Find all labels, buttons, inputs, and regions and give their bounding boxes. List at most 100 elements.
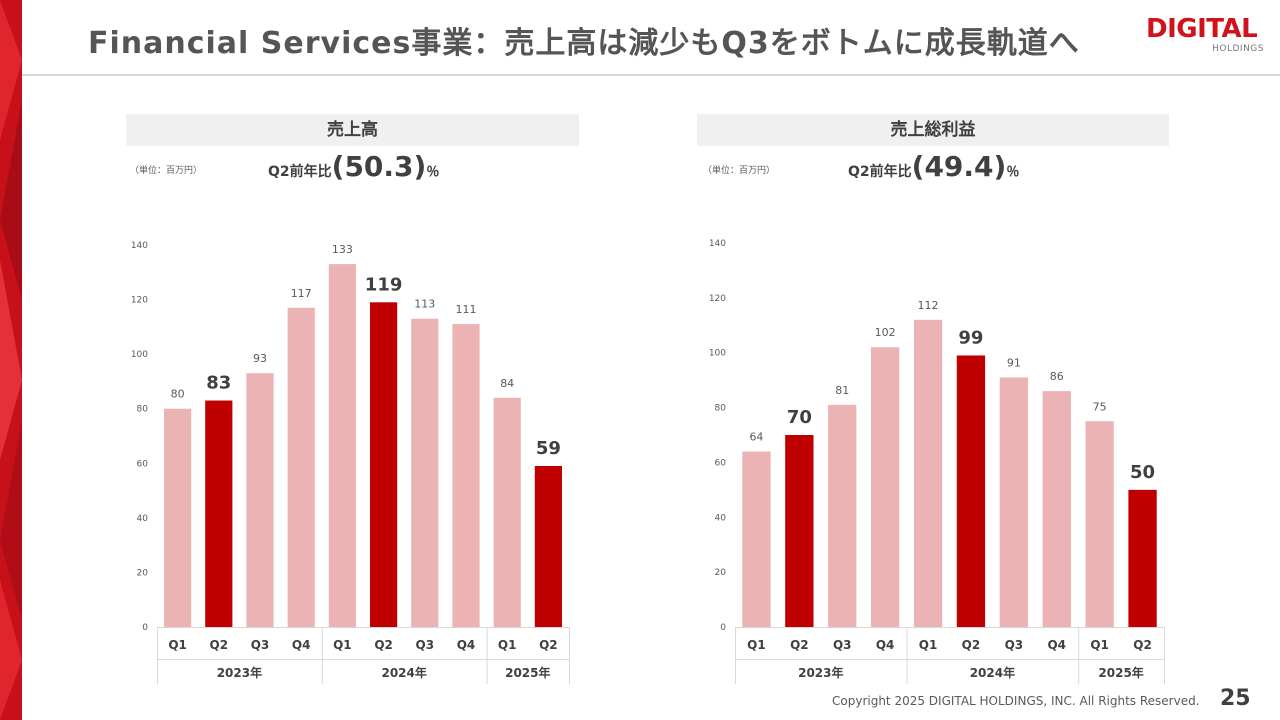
gross-profit-year-label: 2024年	[970, 665, 1015, 680]
sales-bar-value-label: 59	[536, 438, 561, 459]
gross-profit-quarter-label: Q2	[962, 638, 981, 652]
sales-quarter-label: Q2	[539, 638, 558, 652]
gross-profit-quarter-label: Q1	[919, 638, 938, 652]
gross-profit-bar-value-label: 50	[1130, 462, 1155, 483]
gross-profit-ytick-label: 80	[715, 404, 727, 414]
sales-bar-value-label: 80	[171, 388, 185, 401]
gross-profit-bar-value-label: 86	[1050, 370, 1064, 383]
sales-bar-value-label: 117	[291, 287, 312, 300]
gross-profit-bar-value-label: 91	[1007, 356, 1021, 369]
sales-bar	[246, 373, 274, 627]
decorative-red-band	[0, 0, 22, 720]
logo-wordmark: DIGITAL	[1146, 14, 1258, 44]
page-number: 25	[1220, 686, 1251, 711]
title-divider	[22, 74, 1280, 76]
sales-quarter-label: Q4	[457, 638, 476, 652]
logo-subtext: HOLDINGS	[1212, 44, 1264, 54]
sales-year-label: 2023年	[217, 665, 262, 680]
sales-bar-value-label: 113	[414, 298, 435, 311]
gross-profit-quarter-label: Q3	[1005, 638, 1024, 652]
sales-yoy-suffix: ％	[426, 165, 440, 180]
sales-chart-header: 売上高	[126, 114, 579, 146]
sales-bar	[411, 318, 439, 627]
company-logo: DIGITAL HOLDINGS	[1146, 14, 1266, 58]
gross-profit-bar-value-label: 64	[749, 430, 763, 443]
gross-profit-chart-header: 売上総利益	[697, 114, 1169, 146]
gross-profit-year-label: 2025年	[1098, 665, 1143, 680]
gross-profit-bar	[1042, 391, 1071, 627]
gross-profit-ytick-label: 0	[720, 623, 726, 633]
sales-bar-value-label: 93	[253, 352, 267, 365]
gross-profit-bar	[956, 355, 986, 627]
gross-profit-yoy-prefix: Q2前年比	[848, 164, 912, 180]
sales-bar	[493, 397, 521, 627]
gross-profit-yoy-suffix: ％	[1006, 165, 1020, 180]
sales-quarter-label: Q4	[292, 638, 311, 652]
sales-year-label: 2025年	[505, 665, 550, 680]
sales-bar	[452, 324, 480, 627]
sales-bar	[370, 302, 398, 627]
sales-bar-value-label: 133	[332, 243, 353, 256]
gross-profit-bar	[913, 319, 943, 627]
gross-profit-bar-value-label: 81	[835, 384, 849, 397]
sales-bar	[205, 400, 233, 627]
gross-profit-yoy: Q2前年比(49.4)％	[848, 150, 1019, 183]
gross-profit-unit-label: （単位：百万円）	[703, 166, 776, 176]
sales-bar	[328, 264, 356, 627]
sales-ytick-label: 80	[137, 405, 149, 415]
sales-quarter-label: Q2	[210, 638, 229, 652]
sales-bar-value-label: 84	[500, 377, 514, 390]
sales-quarter-label: Q2	[374, 638, 393, 652]
copyright-footer: Copyright 2025 DIGITAL HOLDINGS, INC. Al…	[832, 694, 1200, 708]
gross-profit-bar	[828, 404, 857, 627]
gross-profit-bar-value-label: 70	[787, 407, 812, 428]
gross-profit-year-label: 2023年	[798, 665, 843, 680]
sales-bar	[287, 307, 315, 627]
gross-profit-bar	[870, 347, 900, 627]
sales-ytick-label: 100	[131, 350, 148, 360]
sales-bar-value-label: 119	[365, 274, 403, 295]
sales-bar-value-label: 111	[456, 303, 477, 316]
gross-profit-bar	[1128, 489, 1157, 627]
gross-profit-bar-value-label: 102	[875, 326, 896, 339]
sales-quarter-label: Q3	[416, 638, 435, 652]
sales-bar-value-label: 83	[206, 373, 231, 394]
sales-ytick-label: 60	[137, 459, 149, 469]
sales-quarter-label: Q1	[498, 638, 517, 652]
page-title: Financial Services事業：売上高は減少もQ3をボトムに成長軌道へ	[88, 26, 1080, 61]
sales-ytick-label: 0	[142, 623, 148, 633]
sales-quarter-label: Q1	[333, 638, 352, 652]
sales-yoy-value: (50.3)	[331, 150, 427, 183]
sales-ytick-label: 120	[131, 296, 148, 306]
gross-profit-ytick-label: 60	[715, 458, 727, 468]
sales-ytick-label: 40	[137, 514, 149, 524]
gross-profit-quarter-label: Q4	[1047, 638, 1066, 652]
gross-profit-bar-value-label: 75	[1093, 400, 1107, 413]
gross-profit-ytick-label: 120	[709, 294, 726, 304]
sales-bar	[534, 466, 562, 627]
sales-year-label: 2024年	[381, 665, 426, 680]
gross-profit-ytick-label: 140	[709, 239, 726, 249]
sales-ytick-label: 140	[131, 241, 148, 251]
gross-profit-quarter-label: Q4	[876, 638, 895, 652]
gross-profit-quarter-label: Q2	[1133, 638, 1152, 652]
sales-bar	[164, 408, 192, 627]
gross-profit-yoy-value: (49.4)	[911, 150, 1007, 183]
gross-profit-bar	[999, 377, 1029, 627]
sales-quarter-label: Q1	[168, 638, 187, 652]
gross-profit-quarter-label: Q1	[747, 638, 766, 652]
gross-profit-bar	[785, 435, 814, 627]
gross-profit-quarter-label: Q2	[790, 638, 809, 652]
gross-profit-ytick-label: 40	[715, 513, 727, 523]
gross-profit-bar-value-label: 112	[918, 299, 939, 312]
sales-quarter-label: Q3	[251, 638, 270, 652]
sales-yoy: Q2前年比(50.3)％	[268, 150, 439, 183]
gross-profit-bar-value-label: 99	[958, 327, 983, 348]
sales-ytick-label: 20	[137, 568, 149, 578]
gross-profit-ytick-label: 20	[715, 568, 727, 578]
gross-profit-quarter-label: Q1	[1090, 638, 1109, 652]
gross-profit-bar	[1085, 421, 1114, 627]
sales-yoy-prefix: Q2前年比	[268, 164, 332, 180]
gross-profit-bar	[742, 451, 771, 627]
